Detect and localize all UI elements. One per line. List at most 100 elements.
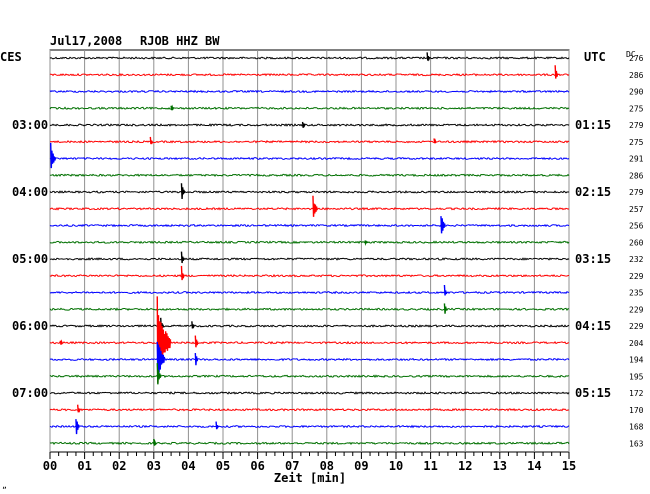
trace-line	[49, 240, 570, 245]
trace-event-spike	[554, 65, 559, 79]
right-time-label: 05:15	[575, 386, 611, 400]
dc-value-label: 290	[629, 88, 644, 97]
dc-value-label: 275	[629, 138, 644, 147]
trace-line	[49, 156, 570, 161]
trace-event-spike	[180, 265, 185, 281]
x-tick-layer: 00 01 02 03 04 05 06 07 08 09 10 11 12 13 14 15	[43, 452, 576, 473]
x-tick-label: 07	[285, 459, 299, 473]
x-tick-label: 14	[527, 459, 541, 473]
trace-line	[49, 273, 570, 278]
trace-event-spike	[149, 136, 154, 145]
chart-date: Jul17,2008	[50, 34, 122, 48]
plot-frame	[49, 49, 570, 453]
dc-value-label: 204	[629, 339, 644, 348]
x-tick-label: 05	[216, 459, 230, 473]
trace-event-spike	[443, 303, 448, 314]
left-time-label: 07:00	[12, 386, 48, 400]
dc-value-label: 257	[629, 205, 644, 214]
trace-line	[49, 206, 570, 211]
trace-line	[49, 72, 570, 77]
dc-value-label: 229	[629, 305, 644, 314]
dc-value-label: 279	[629, 121, 644, 130]
trace-event-spike	[153, 438, 157, 446]
dc-value-label: 232	[629, 255, 644, 264]
trace-event-spike	[312, 195, 318, 217]
x-tick-label: 12	[458, 459, 472, 473]
trace-event-spike	[59, 339, 64, 345]
chart-station: RJOB HHZ BW	[140, 34, 220, 48]
x-tick-label: 01	[77, 459, 91, 473]
trace-line	[49, 257, 570, 261]
x-tick-label: 04	[181, 459, 195, 473]
trace-line	[49, 223, 570, 228]
left-timezone-label: CES	[0, 50, 22, 64]
dc-value-label: 286	[629, 171, 644, 180]
x-tick-label: 13	[493, 459, 507, 473]
trace-event-spike	[156, 341, 166, 377]
right-time-label: 01:15	[575, 118, 611, 132]
left-time-label: 06:00	[12, 319, 48, 333]
dc-value-label: 229	[629, 272, 644, 281]
corner-mark: „	[2, 481, 7, 490]
trace-event-spike	[443, 284, 448, 296]
trace-line	[49, 374, 570, 379]
x-tick-label: 15	[562, 459, 576, 473]
left-time-labels: 03:00 04:00 05:00 06:00 07:00	[12, 118, 48, 400]
trace-line	[49, 106, 570, 110]
x-tick-label: 00	[43, 459, 57, 473]
dc-value-label: 276	[629, 54, 644, 63]
dc-value-label: 291	[629, 155, 644, 164]
trace-line	[49, 357, 570, 362]
right-time-label: 02:15	[575, 185, 611, 199]
dc-value-label: 168	[629, 423, 644, 432]
left-time-label: 04:00	[12, 185, 48, 199]
dc-header-label: DC	[626, 50, 636, 59]
dc-value-labels: 276 286 290 275 279 275 291 286 279 257 256 260 232 2…	[629, 54, 644, 448]
trace-event-spike	[156, 296, 172, 384]
x-tick-label: 11	[423, 459, 437, 473]
dc-value-label: 256	[629, 222, 644, 231]
trace-event-spike	[49, 142, 57, 169]
x-tick-label: 10	[389, 459, 403, 473]
right-timezone-label: UTC	[584, 50, 606, 64]
left-time-label: 03:00	[12, 118, 48, 132]
trace-line	[49, 290, 570, 295]
trace-event-spike	[215, 421, 220, 430]
trace-layer	[49, 52, 570, 446]
right-time-labels: 01:15 02:15 03:15 04:15 05:15	[575, 118, 611, 400]
right-time-label: 03:15	[575, 252, 611, 266]
trace-event-spike	[301, 121, 306, 128]
trace-event-spike	[440, 216, 446, 234]
trace-event-spike	[170, 104, 175, 111]
grid-layer	[49, 49, 570, 453]
trace-event-spike	[180, 251, 185, 264]
trace-event-spike	[194, 335, 199, 348]
x-tick-label: 09	[354, 459, 368, 473]
right-time-label: 04:15	[575, 319, 611, 333]
trace-line	[49, 173, 570, 178]
trace-line	[49, 324, 570, 328]
trace-line	[49, 123, 570, 127]
dc-value-label: 194	[629, 356, 644, 365]
x-tick-label: 02	[112, 459, 126, 473]
dc-value-label: 235	[629, 289, 644, 298]
x-tick-label: 08	[320, 459, 334, 473]
dc-value-label: 170	[629, 406, 644, 415]
trace-line	[49, 139, 570, 144]
trace-event-spike	[364, 240, 368, 246]
dc-value-label: 172	[629, 389, 644, 398]
trace-line	[49, 307, 570, 312]
x-tick-label: 06	[250, 459, 264, 473]
trace-line	[49, 424, 570, 429]
dc-value-label: 195	[629, 372, 644, 381]
trace-event-spike	[194, 353, 199, 366]
trace-line	[49, 190, 570, 194]
x-tick-label: 03	[147, 459, 161, 473]
trace-event-spike	[156, 363, 162, 385]
trace-event-spike	[76, 404, 81, 413]
trace-line	[49, 89, 570, 94]
left-time-label: 05:00	[12, 252, 48, 266]
trace-event-spike	[433, 138, 437, 144]
dc-value-label: 163	[629, 439, 644, 448]
